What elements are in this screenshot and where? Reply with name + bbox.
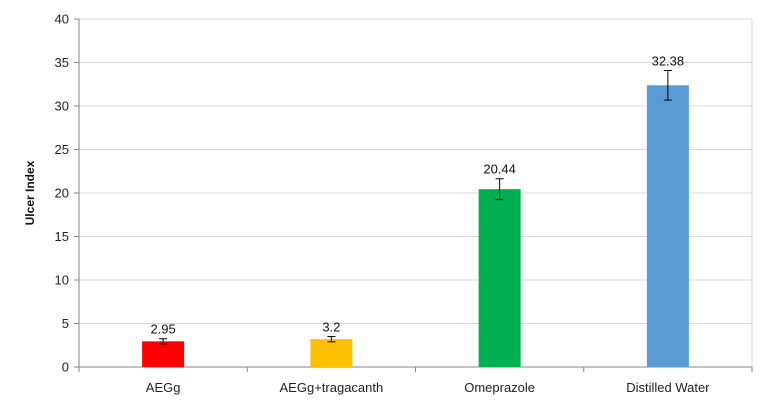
axes [74,18,753,372]
y-tick-label: 0 [62,360,69,375]
y-tick-label: 35 [55,55,69,70]
y-tick-label: 30 [55,99,69,114]
bar-1 [310,339,353,367]
data-label-0: 2.95 [150,322,175,337]
y-tick-label: 10 [55,273,69,288]
x-tick-label-3: Distilled Water [626,380,710,395]
bar-3 [646,85,689,367]
data-label-3: 32.38 [652,54,685,69]
bar-2 [478,189,521,367]
bars [142,85,689,367]
error-bars [159,70,672,345]
y-axis-title: Ulcer Index [23,160,37,225]
labels: 0 5 10 15 20 25 30 35 40 2.95 AEGg 3.2 AEGg+tragacan… [55,12,711,396]
y-tick-label: 40 [55,12,69,27]
gridlines [79,18,753,367]
x-tick-label-0: AEGg [146,380,181,395]
x-tick-label-1: AEGg+tragacanth [280,380,384,395]
bar-0 [142,341,185,367]
data-label-1: 3.2 [322,320,340,335]
y-tick-label: 25 [55,142,69,157]
y-tick-label: 15 [55,229,69,244]
y-tick-label: 5 [62,316,69,331]
x-tick-label-2: Omeprazole [464,380,535,395]
y-tick-label: 20 [55,186,69,201]
data-label-2: 20.44 [483,162,516,177]
